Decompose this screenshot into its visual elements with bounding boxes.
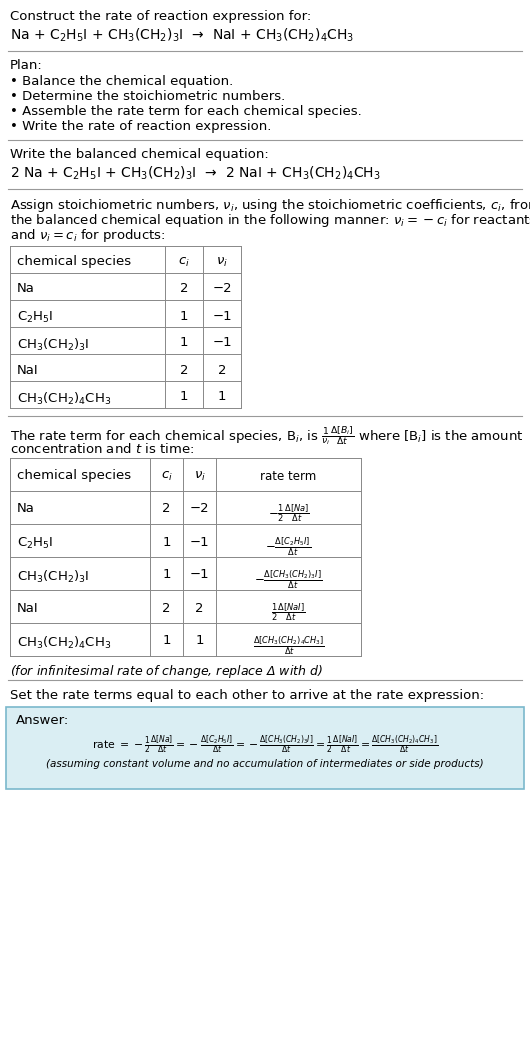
Text: $-\frac{1}{2}\frac{\Delta[Na]}{\Delta t}$: $-\frac{1}{2}\frac{\Delta[Na]}{\Delta t}… xyxy=(268,502,310,524)
Text: Set the rate terms equal to each other to arrive at the rate expression:: Set the rate terms equal to each other t… xyxy=(10,689,484,702)
Text: Assign stoichiometric numbers, $\nu_i$, using the stoichiometric coefficients, $: Assign stoichiometric numbers, $\nu_i$, … xyxy=(10,197,530,214)
Text: rate term: rate term xyxy=(260,470,316,482)
Text: 1: 1 xyxy=(218,391,226,403)
Text: −2: −2 xyxy=(190,502,209,516)
Text: −1: −1 xyxy=(212,337,232,349)
Text: $\nu_i$: $\nu_i$ xyxy=(216,255,228,269)
Text: CH$_3$(CH$_2$)$_4$CH$_3$: CH$_3$(CH$_2$)$_4$CH$_3$ xyxy=(17,391,111,406)
Text: CH$_3$(CH$_2$)$_3$I: CH$_3$(CH$_2$)$_3$I xyxy=(17,337,90,352)
Text: $c_i$: $c_i$ xyxy=(178,255,190,269)
Text: Na: Na xyxy=(17,282,35,296)
Text: • Write the rate of reaction expression.: • Write the rate of reaction expression. xyxy=(10,120,271,133)
Text: 2: 2 xyxy=(180,364,188,376)
Text: rate $= -\frac{1}{2}\frac{\Delta[Na]}{\Delta t} = -\frac{\Delta[C_2H_5I]}{\Delta: rate $= -\frac{1}{2}\frac{\Delta[Na]}{\D… xyxy=(92,733,438,755)
Text: −2: −2 xyxy=(212,282,232,296)
Text: the balanced chemical equation in the following manner: $\nu_i = -c_i$ for react: the balanced chemical equation in the fo… xyxy=(10,212,530,229)
Text: NaI: NaI xyxy=(17,364,39,376)
Text: Write the balanced chemical equation:: Write the balanced chemical equation: xyxy=(10,148,269,162)
Text: C$_2$H$_5$I: C$_2$H$_5$I xyxy=(17,309,54,325)
Text: 2 Na + C$_2$H$_5$I + CH$_3$(CH$_2$)$_3$I  →  2 NaI + CH$_3$(CH$_2$)$_4$CH$_3$: 2 Na + C$_2$H$_5$I + CH$_3$(CH$_2$)$_3$I… xyxy=(10,165,381,182)
Text: −1: −1 xyxy=(212,309,232,323)
Text: 1: 1 xyxy=(195,635,204,647)
Text: Plan:: Plan: xyxy=(10,59,43,72)
Text: • Determine the stoichiometric numbers.: • Determine the stoichiometric numbers. xyxy=(10,90,285,103)
Text: 2: 2 xyxy=(195,601,204,615)
Text: Na: Na xyxy=(17,502,35,516)
Text: and $\nu_i = c_i$ for products:: and $\nu_i = c_i$ for products: xyxy=(10,227,165,244)
Text: CH$_3$(CH$_2$)$_4$CH$_3$: CH$_3$(CH$_2$)$_4$CH$_3$ xyxy=(17,635,111,650)
Text: CH$_3$(CH$_2$)$_3$I: CH$_3$(CH$_2$)$_3$I xyxy=(17,569,90,585)
Text: $c_i$: $c_i$ xyxy=(161,470,172,482)
Text: NaI: NaI xyxy=(17,601,39,615)
Text: concentration and $t$ is time:: concentration and $t$ is time: xyxy=(10,442,194,456)
Text: 1: 1 xyxy=(180,337,188,349)
Text: 2: 2 xyxy=(218,364,226,376)
Text: 2: 2 xyxy=(162,601,171,615)
Text: 1: 1 xyxy=(162,635,171,647)
Text: Answer:: Answer: xyxy=(16,714,69,727)
Text: 1: 1 xyxy=(180,391,188,403)
Text: 2: 2 xyxy=(162,502,171,516)
Text: (assuming constant volume and no accumulation of intermediates or side products): (assuming constant volume and no accumul… xyxy=(46,759,484,769)
Text: −1: −1 xyxy=(190,569,209,581)
Text: • Balance the chemical equation.: • Balance the chemical equation. xyxy=(10,75,233,88)
Text: Construct the rate of reaction expression for:: Construct the rate of reaction expressio… xyxy=(10,10,311,23)
Bar xyxy=(6,708,524,789)
Text: C$_2$H$_5$I: C$_2$H$_5$I xyxy=(17,536,54,550)
Text: 1: 1 xyxy=(180,309,188,323)
Text: (for infinitesimal rate of change, replace Δ with $d$): (for infinitesimal rate of change, repla… xyxy=(10,663,323,680)
Text: 2: 2 xyxy=(180,282,188,296)
Text: 1: 1 xyxy=(162,569,171,581)
Text: $\frac{\Delta[CH_3(CH_2)_4CH_3]}{\Delta t}$: $\frac{\Delta[CH_3(CH_2)_4CH_3]}{\Delta … xyxy=(252,635,324,656)
Text: Na + C$_2$H$_5$I + CH$_3$(CH$_2$)$_3$I  →  NaI + CH$_3$(CH$_2$)$_4$CH$_3$: Na + C$_2$H$_5$I + CH$_3$(CH$_2$)$_3$I →… xyxy=(10,27,354,45)
Text: The rate term for each chemical species, B$_i$, is $\frac{1}{\nu_i}\frac{\Delta[: The rate term for each chemical species,… xyxy=(10,424,524,447)
Text: −1: −1 xyxy=(190,536,209,548)
Text: $\frac{1}{2}\frac{\Delta[NaI]}{\Delta t}$: $\frac{1}{2}\frac{\Delta[NaI]}{\Delta t}… xyxy=(271,601,306,623)
Text: chemical species: chemical species xyxy=(17,470,131,482)
Text: • Assemble the rate term for each chemical species.: • Assemble the rate term for each chemic… xyxy=(10,105,362,118)
Text: $\nu_i$: $\nu_i$ xyxy=(193,470,206,482)
Text: $-\frac{\Delta[CH_3(CH_2)_3I]}{\Delta t}$: $-\frac{\Delta[CH_3(CH_2)_3I]}{\Delta t}… xyxy=(254,569,323,591)
Text: 1: 1 xyxy=(162,536,171,548)
Text: chemical species: chemical species xyxy=(17,255,131,269)
Text: $-\frac{\Delta[C_2H_5I]}{\Delta t}$: $-\frac{\Delta[C_2H_5I]}{\Delta t}$ xyxy=(266,536,312,557)
